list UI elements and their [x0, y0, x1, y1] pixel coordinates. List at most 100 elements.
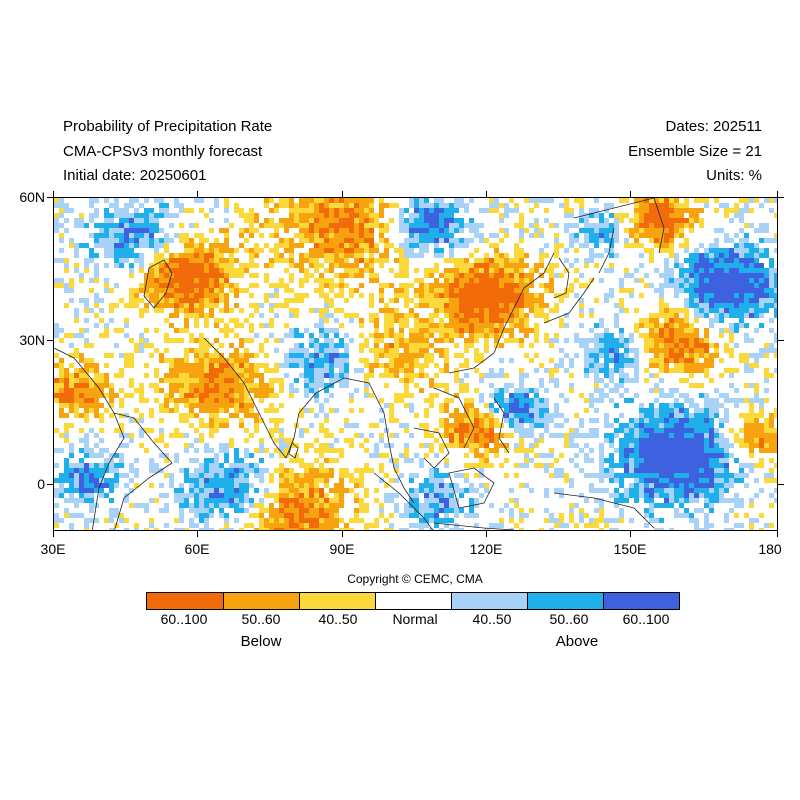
probability-cell [759, 348, 764, 353]
probability-cell [299, 433, 304, 438]
probability-cell [629, 433, 634, 438]
probability-cell [554, 413, 559, 418]
probability-cell [704, 488, 709, 493]
probability-cell [204, 403, 209, 408]
probability-cell [159, 213, 164, 218]
probability-cell [154, 273, 159, 278]
probability-cell [289, 203, 294, 208]
probability-cell [404, 338, 409, 343]
probability-cell [654, 338, 659, 343]
probability-cell [619, 368, 624, 373]
probability-cell [424, 488, 429, 493]
probability-cell [419, 208, 424, 213]
probability-cell [289, 288, 294, 293]
probability-cell [374, 338, 379, 343]
probability-cell [739, 283, 744, 288]
probability-cell [264, 198, 269, 203]
probability-cell [179, 388, 184, 393]
probability-cell [269, 428, 274, 433]
probability-cell [679, 213, 684, 218]
probability-cell [544, 208, 549, 213]
probability-cell [654, 328, 659, 333]
probability-cell [614, 353, 619, 358]
probability-cell [389, 358, 394, 363]
probability-cell [244, 413, 249, 418]
probability-cell [414, 473, 419, 478]
probability-cell [214, 393, 219, 398]
probability-cell [769, 433, 774, 438]
probability-cell [434, 278, 439, 283]
probability-cell [504, 313, 509, 318]
probability-cell [559, 453, 564, 458]
probability-cell [719, 438, 724, 443]
probability-cell [659, 233, 664, 238]
probability-cell [239, 403, 244, 408]
probability-cell [74, 318, 79, 323]
probability-cell [284, 493, 289, 498]
probability-cell [284, 268, 289, 273]
probability-cell [119, 253, 124, 258]
probability-cell [129, 338, 134, 343]
probability-cell [379, 308, 384, 313]
probability-cell [224, 468, 229, 473]
probability-cell [694, 363, 699, 368]
probability-cell [504, 208, 509, 213]
probability-cell [609, 433, 614, 438]
probability-cell [209, 403, 214, 408]
probability-cell [684, 283, 689, 288]
probability-cell [269, 378, 274, 383]
probability-cell [224, 238, 229, 243]
probability-cell [209, 483, 214, 488]
probability-cell [204, 388, 209, 393]
probability-cell [309, 258, 314, 263]
probability-cell [259, 468, 264, 473]
probability-cell [719, 473, 724, 478]
probability-cell [314, 233, 319, 238]
probability-cell [339, 218, 344, 223]
probability-cell [624, 273, 629, 278]
probability-cell [374, 348, 379, 353]
probability-cell [269, 453, 274, 458]
probability-cell [674, 348, 679, 353]
probability-cell [374, 313, 379, 318]
probability-cell [439, 233, 444, 238]
probability-cell [629, 493, 634, 498]
probability-cell [534, 418, 539, 423]
probability-cell [599, 318, 604, 323]
probability-cell [719, 293, 724, 298]
probability-cell [299, 343, 304, 348]
probability-cell [349, 253, 354, 258]
probability-cell [589, 223, 594, 228]
probability-cell [744, 438, 749, 443]
probability-cell [739, 468, 744, 473]
probability-cell [694, 303, 699, 308]
probability-cell [329, 378, 334, 383]
probability-cell [479, 278, 484, 283]
probability-cell [369, 248, 374, 253]
probability-cell [154, 328, 159, 333]
probability-cell [674, 438, 679, 443]
probability-cell [324, 363, 329, 368]
probability-cell [194, 388, 199, 393]
probability-cell [214, 383, 219, 388]
probability-cell [669, 488, 674, 493]
probability-cell [434, 253, 439, 258]
probability-cell [199, 243, 204, 248]
probability-cell [469, 228, 474, 233]
probability-cell [664, 353, 669, 358]
probability-cell [189, 373, 194, 378]
probability-cell [269, 403, 274, 408]
probability-cell [69, 473, 74, 478]
probability-cell [724, 253, 729, 258]
probability-cell [324, 418, 329, 423]
probability-cell [364, 363, 369, 368]
probability-cell [464, 408, 469, 413]
probability-cell [684, 458, 689, 463]
probability-cell [219, 308, 224, 313]
probability-cell [529, 423, 534, 428]
probability-cell [189, 333, 194, 338]
probability-cell [54, 398, 59, 403]
probability-cell [384, 223, 389, 228]
probability-cell [314, 398, 319, 403]
probability-cell [264, 388, 269, 393]
